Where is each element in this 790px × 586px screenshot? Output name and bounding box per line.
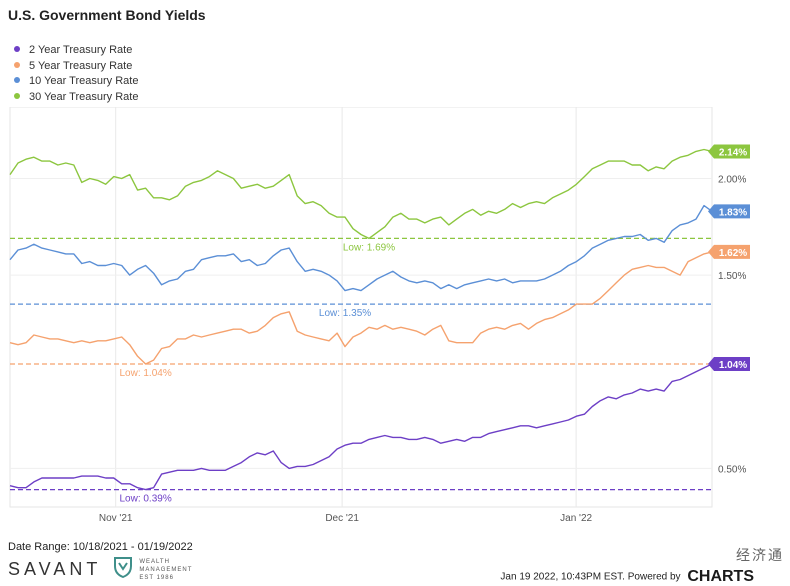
x-tick-label: Dec '21	[325, 513, 359, 524]
legend-item-2yr[interactable]: 2 Year Treasury Rate	[14, 43, 138, 59]
y-tick-label: 2.00%	[718, 174, 746, 185]
legend-dot-10yr	[14, 77, 20, 84]
shield-logo-icon	[113, 556, 133, 583]
chart-area: Nov '21 Dec '21 Jan '22 2.00% 1.50% 0.50% Low:…	[0, 106, 790, 527]
line-chart: Nov '21 Dec '21 Jan '22 2.00% 1.50% 0.50% Low:…	[9, 106, 750, 524]
legend-label-10yr: 10 Year Treasury Rate	[29, 75, 139, 87]
legend-item-10yr[interactable]: 10 Year Treasury Rate	[14, 74, 138, 90]
end-value-label: 1.62%	[719, 248, 747, 259]
end-value-label: 1.83%	[719, 207, 747, 218]
end-value-badge	[708, 204, 750, 219]
y-tick-label: 0.50%	[718, 464, 746, 475]
legend: 2 Year Treasury Rate 5 Year Treasury Rat…	[14, 43, 138, 105]
timestamp: Jan 19 2022, 10:43PM EST.	[500, 571, 625, 583]
ycharts-brand[interactable]: CHARTS	[687, 568, 754, 585]
low-label: Low: 0.39%	[119, 494, 171, 505]
logo-sub-2: MANAGEMENT	[139, 566, 193, 573]
x-tick-label: Nov '21	[99, 513, 133, 524]
end-value-badge	[708, 357, 750, 372]
x-tick-label: Jan '22	[560, 513, 592, 524]
chart-title: U.S. Government Bond Yields	[8, 7, 206, 23]
series-line-1	[9, 251, 713, 365]
series-line-0	[9, 363, 713, 491]
legend-label-2yr: 2 Year Treasury Rate	[29, 44, 133, 56]
series-line-2	[9, 204, 713, 292]
legend-dot-5yr	[14, 61, 20, 68]
footer-credit: Jan 19 2022, 10:43PM EST. Powered by CHA…	[500, 568, 754, 586]
logo-text: SAVANT	[8, 559, 102, 579]
legend-item-30yr[interactable]: 30 Year Treasury Rate	[14, 90, 138, 106]
logo-subtext: WEALTH MANAGEMENT EST 1986	[139, 558, 192, 582]
end-value-label: 2.14%	[719, 147, 747, 158]
watermark: 经济通	[736, 547, 784, 563]
logo-sub-1: WEALTH	[139, 558, 170, 565]
powered-by: Powered by	[627, 571, 681, 583]
end-value-label: 1.04%	[719, 360, 747, 371]
series-line-3	[9, 148, 713, 240]
legend-label-5yr: 5 Year Treasury Rate	[29, 59, 133, 72]
low-label: Low: 1.69%	[343, 242, 395, 253]
low-label: Low: 1.35%	[319, 308, 371, 319]
legend-item-5yr[interactable]: 5 Year Treasury Rate	[14, 59, 138, 75]
legend-dot-30yr	[14, 92, 20, 99]
low-label: Low: 1.04%	[119, 368, 171, 379]
logo-sub-3: EST 1986	[139, 574, 174, 581]
legend-dot-2yr	[14, 46, 20, 53]
end-value-badge	[708, 144, 750, 159]
plot-background	[9, 106, 713, 508]
date-range: Date Range: 10/18/2021 - 01/19/2022	[8, 541, 193, 553]
legend-label-30yr: 30 Year Treasury Rate	[29, 90, 139, 103]
savant-logo: SAVANT WEALTH MANAGEMENT EST 1986	[8, 556, 192, 583]
end-value-badge	[708, 244, 750, 259]
y-tick-label: 1.50%	[718, 271, 746, 282]
